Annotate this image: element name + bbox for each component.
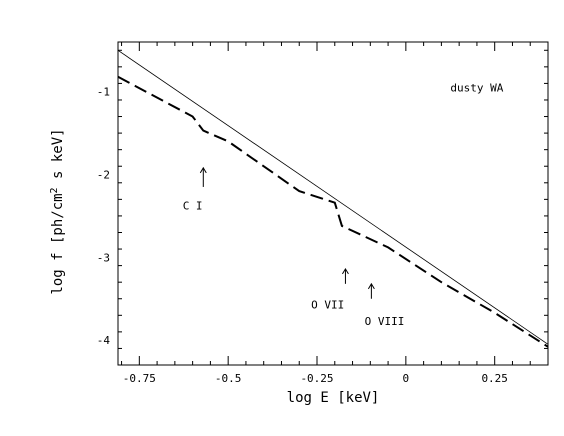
annotations-layer: dusty WA C I O VII O VIII [183, 82, 504, 329]
y-tick-label: -4 [97, 334, 111, 347]
arrow-head [342, 267, 349, 275]
y-axis-label: log f [ph/cm2 s keV] [49, 128, 67, 294]
x-tick-label: 0 [403, 372, 410, 385]
ticks-layer: -0.75 -0.5 -0.25 0 0.25 -4 -3 -2 -1 [97, 42, 549, 385]
series-line-1 [117, 49, 549, 345]
y-tick-label: -2 [97, 169, 110, 182]
x-tick-label: -0.5 [215, 372, 242, 385]
series-layer [117, 49, 549, 348]
arrow-head [367, 282, 375, 290]
series-line-2 [117, 75, 549, 348]
x-tick-label: -0.75 [123, 372, 156, 385]
x-tick-label: 0.25 [481, 372, 508, 385]
annotation-label: dusty WA [450, 82, 503, 95]
plot-frame [117, 41, 549, 366]
x-tick-label: -0.25 [300, 372, 333, 385]
y-tick-label: -1 [97, 86, 110, 99]
x-axis-label: log E [keV] [287, 390, 380, 406]
y-axis-label-sup: 2 [49, 187, 60, 193]
arrow-icon [367, 282, 375, 299]
annotation-label: O VII [311, 299, 344, 312]
y-axis-label-suffix: s keV] [50, 128, 66, 187]
arrow-head [199, 166, 207, 174]
annotation-label: C I [183, 199, 203, 212]
arrow-icon [199, 166, 207, 187]
y-tick-label: -3 [97, 251, 110, 264]
y-axis-label-prefix: log f [ph/cm [50, 193, 66, 294]
arrow-icon [342, 267, 349, 284]
annotation-label: O VIII [365, 315, 405, 328]
